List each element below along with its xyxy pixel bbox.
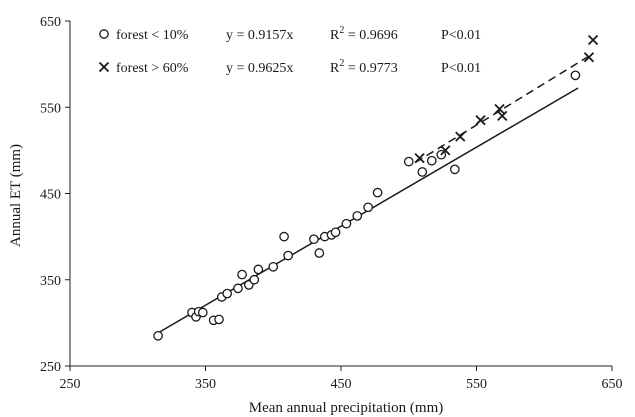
data-point	[234, 284, 242, 292]
legend-equation-forest-lt-10: y = 0.9157x	[226, 28, 293, 43]
x-tick-label: 450	[331, 377, 352, 392]
y-axis-title: Annual ET (mm)	[8, 144, 24, 247]
data-point	[428, 157, 436, 165]
data-point	[418, 168, 426, 176]
data-point	[215, 315, 223, 323]
legend-label-forest-lt-10: forest < 10%	[116, 28, 189, 43]
data-point	[269, 263, 277, 271]
x-tick-label: 350	[195, 377, 216, 392]
legend-pvalue-forest-gt-60: P<0.01	[441, 61, 481, 76]
data-point	[589, 35, 598, 44]
x-tick-label: 650	[602, 377, 623, 392]
y-tick-label: 250	[40, 360, 61, 375]
data-point	[451, 165, 459, 173]
x-tick-label: 250	[60, 377, 81, 392]
series-forest-gt-60	[415, 35, 597, 162]
x-axis-title: Mean annual precipitation (mm)	[249, 400, 444, 416]
data-point	[364, 203, 372, 211]
data-point	[353, 212, 361, 220]
legend-pvalue-forest-lt-10: P<0.01	[441, 28, 481, 43]
data-point	[373, 188, 381, 196]
legend-r2-forest-lt-10: R2 = 0.9696	[330, 25, 398, 43]
legend-marker-forest-gt-60	[100, 63, 109, 72]
y-tick-label: 450	[40, 188, 61, 203]
y-tick-label: 350	[40, 274, 61, 289]
data-point	[342, 219, 350, 227]
r2-value: = 0.9696	[344, 28, 397, 43]
y-tick-label: 550	[40, 101, 61, 116]
data-point	[315, 249, 323, 257]
y-tick-label: 650	[40, 15, 61, 30]
r2-value: = 0.9773	[344, 61, 397, 76]
legend: forest < 10% y = 0.9157x R2 = 0.9696 P<0.01…	[100, 25, 482, 76]
series-forest-lt-10	[154, 71, 580, 340]
legend-marker-forest-lt-10	[100, 30, 108, 38]
data-point	[415, 154, 424, 163]
legend-label-forest-gt-60: forest > 60%	[116, 61, 189, 76]
data-point	[310, 235, 318, 243]
legend-equation-forest-gt-60: y = 0.9625x	[226, 61, 293, 76]
data-point	[199, 308, 207, 316]
data-point	[284, 251, 292, 259]
x-tick-label: 550	[466, 377, 487, 392]
data-point	[254, 265, 262, 273]
data-point	[331, 228, 339, 236]
data-point	[238, 270, 246, 278]
data-point	[280, 232, 288, 240]
data-point	[154, 332, 162, 340]
data-point	[571, 71, 579, 79]
data-point	[223, 289, 231, 297]
data-point	[456, 132, 465, 141]
data-point	[250, 276, 258, 284]
legend-r2-forest-gt-60: R2 = 0.9773	[330, 58, 398, 76]
data-point	[405, 157, 413, 165]
